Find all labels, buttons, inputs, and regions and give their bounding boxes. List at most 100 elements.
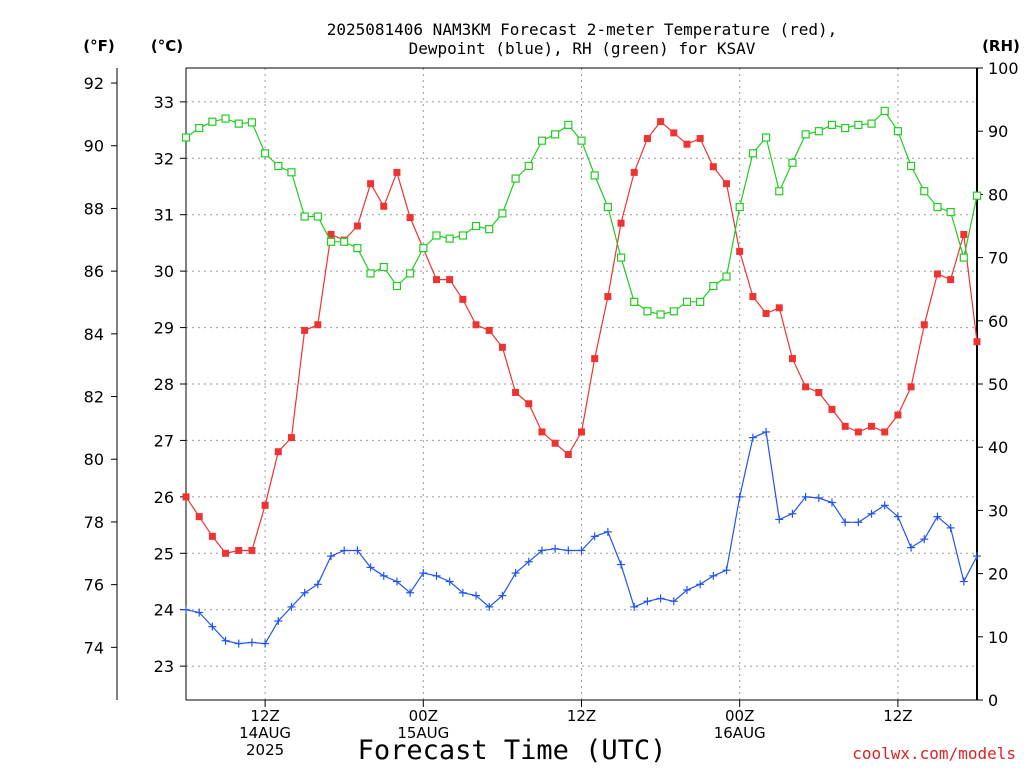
rh-point	[551, 130, 560, 139]
temperature-point	[525, 400, 533, 408]
rh-point	[524, 161, 533, 171]
fahrenheit-tick-label: 86	[84, 262, 104, 281]
temperature-point	[920, 321, 928, 329]
celsius-tick-label: 27	[154, 431, 174, 450]
rh-point	[247, 118, 257, 127]
temperature-point	[274, 448, 282, 456]
x-tick-label: 15AUG	[397, 724, 449, 742]
rh-tick-label: 100	[988, 59, 1019, 78]
rh-point	[590, 171, 599, 180]
rh-point	[379, 262, 388, 272]
dewpoint-point	[880, 501, 889, 510]
rh-point	[221, 114, 230, 123]
rh-point	[498, 209, 507, 218]
rh-point	[867, 119, 876, 128]
dewpoint-point	[340, 546, 349, 555]
dewpoint-point	[208, 622, 217, 631]
rh-point	[946, 207, 955, 217]
celsius-tick-label: 30	[154, 262, 174, 281]
dewpoint-point	[353, 546, 362, 555]
dewpoint-point	[814, 493, 823, 502]
rh-tick-label: 70	[988, 249, 1008, 268]
rh-point	[511, 174, 520, 183]
temperature-point	[367, 180, 375, 188]
dewpoint-point	[182, 605, 190, 614]
temperature-point	[709, 163, 717, 171]
rh-point	[603, 202, 612, 212]
rh-point	[880, 106, 889, 116]
dewpoint-point	[696, 580, 705, 589]
rh-point	[854, 120, 863, 129]
rh-point	[313, 212, 322, 221]
dewpoint-point	[392, 577, 401, 586]
x-tick-label: 00Z	[725, 707, 754, 725]
dewpoint-point	[722, 566, 731, 575]
dewpoint-point	[472, 591, 481, 600]
rh-point	[722, 272, 731, 281]
temperature-point	[894, 411, 902, 419]
rh-point	[775, 187, 784, 196]
watermark: coolwx.com/models	[852, 744, 1016, 763]
celsius-tick-label: 33	[154, 93, 174, 112]
celsius-tick-label: 29	[154, 319, 174, 338]
temperature-point	[498, 343, 506, 351]
series-group	[181, 106, 982, 648]
rh-point	[959, 253, 968, 262]
fahrenheit-tick-label: 78	[84, 513, 104, 532]
temperature-point	[195, 513, 203, 521]
fahrenheit-tick-label: 74	[84, 638, 104, 657]
dewpoint-point	[788, 509, 797, 518]
celsius-unit-label: (°C)	[151, 37, 183, 55]
dewpoint-point	[933, 512, 942, 521]
dewpoint-point	[841, 518, 850, 527]
series-dewpoint	[182, 427, 981, 648]
rh-tick-label: 20	[988, 565, 1008, 584]
dewpoint-point	[577, 546, 586, 555]
rh-point	[920, 187, 929, 196]
temperature-point	[578, 428, 585, 436]
rh-point	[406, 269, 415, 278]
rh-point	[656, 310, 665, 319]
x-tick-label: 14AUG	[239, 724, 291, 742]
temperature-point	[485, 326, 493, 334]
celsius-tick-label: 32	[154, 149, 174, 168]
dewpoint-point	[748, 433, 757, 442]
temperature-point	[551, 439, 559, 447]
dewpoint-point	[867, 509, 876, 518]
rh-point	[643, 307, 652, 316]
rh-tick-label: 50	[988, 375, 1008, 394]
dewpoint-point	[643, 597, 652, 606]
celsius-tick-label: 28	[154, 375, 174, 394]
dewpoint-point	[313, 580, 322, 589]
dewpoint-point	[419, 569, 428, 578]
temperature-point	[248, 546, 256, 554]
rh-point	[682, 297, 692, 306]
temperature-point	[314, 321, 322, 329]
temperature-point	[301, 326, 309, 334]
rh-point	[326, 237, 336, 246]
dewpoint-point	[564, 546, 573, 555]
rh-point	[696, 297, 705, 306]
rh-point	[564, 120, 573, 129]
rh-point	[669, 307, 678, 316]
celsius-tick-label: 31	[154, 206, 174, 225]
rh-tick-label: 0	[988, 691, 998, 710]
temperature-point	[459, 295, 467, 303]
celsius-tick-label: 25	[154, 544, 174, 563]
dewpoint-point	[709, 571, 718, 580]
series-rh	[181, 106, 982, 319]
temperature-point	[788, 355, 796, 363]
temperature-point	[802, 383, 810, 391]
temperature-point	[643, 135, 651, 143]
rh-point	[761, 133, 771, 142]
dewpoint-point	[498, 591, 507, 600]
temperature-point	[841, 422, 849, 430]
rh-point	[300, 212, 309, 221]
dewpoint-point	[907, 543, 916, 552]
dewpoint-point	[656, 594, 665, 603]
temperature-point	[630, 168, 638, 176]
rh-point	[827, 120, 837, 129]
temperature-point	[222, 549, 230, 557]
temperature-point	[947, 276, 955, 284]
dewpoint-point	[669, 597, 678, 606]
